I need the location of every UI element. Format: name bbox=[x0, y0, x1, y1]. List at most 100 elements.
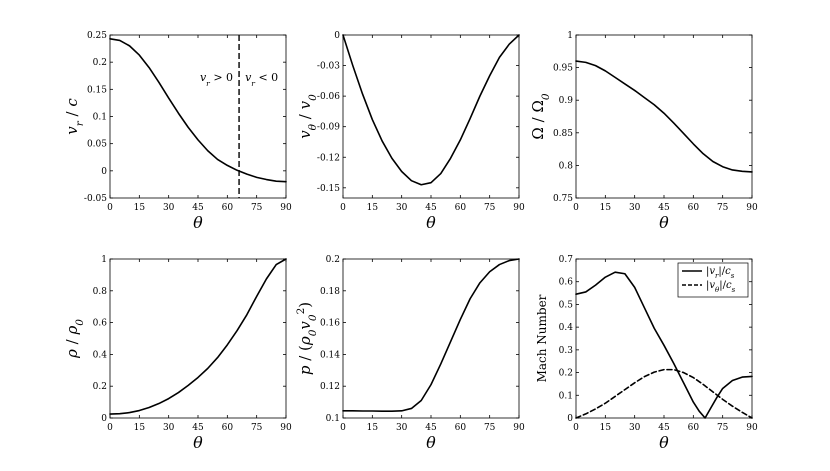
y-tick-label: 0.75 bbox=[553, 194, 573, 204]
axes-frame bbox=[342, 258, 520, 419]
y-tick-label: 0.2 bbox=[93, 382, 107, 392]
y-tick-label: -0.06 bbox=[317, 92, 340, 102]
x-tick-label: 90 bbox=[746, 423, 758, 433]
x-tick-label: 90 bbox=[280, 203, 292, 213]
x-tick-label: 75 bbox=[484, 203, 496, 213]
y-tick-label: 1 bbox=[567, 31, 573, 41]
y-tick-label: -0.15 bbox=[317, 184, 340, 194]
y-tick-label: 0.12 bbox=[320, 382, 340, 392]
chart-panel-2: 0 15 30 45 60 75 90 -0.15 -0.12 -0.09 -0.06 -0.03 0 θ… bbox=[296, 31, 525, 232]
x-tick-label: 45 bbox=[658, 203, 670, 213]
x-tick-label: 0 bbox=[340, 423, 346, 433]
chart-panel-5: 0 15 30 45 60 75 90 0.1 0.12 0.14 0.16 0.18 0.2 θ p / … bbox=[295, 255, 525, 452]
x-tick-label: 60 bbox=[222, 203, 234, 213]
x-tick-label: 90 bbox=[280, 423, 292, 433]
x-tick-label: 0 bbox=[340, 203, 346, 213]
y-tick-label: 0.4 bbox=[559, 323, 574, 333]
y-axis-label: vθ / v0 bbox=[296, 94, 319, 139]
x-axis-label: θ bbox=[659, 433, 669, 452]
x-tick-label: 15 bbox=[600, 203, 612, 213]
legend: |vr|/cs|vθ|/cs bbox=[677, 262, 749, 298]
chart-panel-4: 0 15 30 45 60 75 90 0 0.2 0.4 0.6 0.8 1 θ ρ / ρ0 bbox=[63, 255, 292, 452]
x-axis-label: θ bbox=[659, 213, 669, 232]
x-tick-label: 15 bbox=[367, 203, 379, 213]
chart-panel-6: 0 15 30 45 60 75 90 0 0.1 0.2 0.3 0.4 0.5 0.6 0.7 θ Mach… bbox=[535, 255, 758, 452]
y-axis-label: p / (ρ0v02) bbox=[295, 302, 319, 375]
x-tick-label: 15 bbox=[367, 423, 379, 433]
x-tick-label: 60 bbox=[688, 423, 700, 433]
series-line-2 bbox=[575, 368, 753, 419]
x-tick-label: 15 bbox=[134, 203, 146, 213]
x-tick-label: 45 bbox=[425, 423, 437, 433]
y-tick-label: 0 bbox=[101, 414, 107, 424]
x-tick-label: 45 bbox=[192, 423, 204, 433]
y-tick-label: 0.15 bbox=[87, 85, 107, 95]
y-tick-label: -0.09 bbox=[317, 123, 340, 133]
x-tick-label: 0 bbox=[573, 203, 579, 213]
x-axis-label: θ bbox=[193, 213, 203, 232]
x-tick-label: 45 bbox=[192, 203, 204, 213]
x-tick-label: 60 bbox=[688, 203, 700, 213]
y-tick-label: 0.18 bbox=[320, 287, 340, 297]
x-tick-label: 15 bbox=[600, 423, 612, 433]
series-line-1 bbox=[342, 258, 520, 412]
annotation-positive: vr > 0 bbox=[200, 71, 233, 88]
y-tick-label: 0.9 bbox=[559, 96, 574, 106]
y-axis-label: vr / c bbox=[63, 98, 86, 135]
y-tick-label: 0.2 bbox=[559, 369, 573, 379]
legend-box bbox=[677, 262, 749, 298]
x-tick-label: 75 bbox=[251, 203, 263, 213]
y-tick-label: 0.5 bbox=[559, 300, 574, 310]
x-tick-label: 75 bbox=[717, 203, 729, 213]
chart-panel-1: 0 15 30 45 60 75 90-0.0500.050.10.150.20.25θvr… bbox=[63, 31, 292, 232]
y-tick-label: 0.05 bbox=[87, 140, 107, 150]
y-tick-label: 0.8 bbox=[559, 161, 574, 171]
y-axis-label: Ω / Ω0 bbox=[529, 93, 552, 139]
legend-label-2: |vθ|/cs bbox=[706, 280, 736, 294]
annotation-negative: vr < 0 bbox=[245, 71, 278, 88]
y-tick-label: 0.8 bbox=[93, 287, 108, 297]
y-tick-label: 0.1 bbox=[326, 414, 340, 424]
x-tick-label: 90 bbox=[746, 203, 758, 213]
y-tick-label: 1 bbox=[101, 255, 107, 265]
x-tick-label: 75 bbox=[717, 423, 729, 433]
x-tick-label: 45 bbox=[425, 203, 437, 213]
y-tick-label: 0.2 bbox=[93, 58, 107, 68]
series-line-1 bbox=[109, 258, 287, 415]
y-tick-label: 0.3 bbox=[559, 346, 574, 356]
x-tick-label: 0 bbox=[107, 203, 113, 213]
chart-panel-3: 0 15 30 45 60 75 90 0.75 0.8 0.85 0.9 0.95 1 θ Ω / Ω0 bbox=[529, 31, 758, 232]
axes-frame bbox=[109, 34, 287, 199]
y-tick-label: 0.1 bbox=[93, 113, 107, 123]
series-line-1 bbox=[342, 34, 520, 186]
y-tick-label: 0 bbox=[334, 31, 340, 41]
y-axis-label: Mach Number bbox=[535, 294, 549, 382]
y-tick-label: 0.85 bbox=[553, 129, 573, 139]
y-tick-label: 0 bbox=[567, 414, 573, 424]
x-tick-label: 60 bbox=[455, 203, 467, 213]
series-line-1 bbox=[575, 271, 753, 419]
y-tick-label: -0.03 bbox=[317, 62, 340, 72]
y-tick-label: 0 bbox=[101, 167, 107, 177]
y-tick-label: -0.05 bbox=[84, 194, 107, 204]
x-tick-label: 45 bbox=[658, 423, 670, 433]
x-tick-label: 0 bbox=[107, 423, 113, 433]
x-tick-label: 30 bbox=[396, 423, 408, 433]
x-tick-label: 75 bbox=[484, 423, 496, 433]
y-tick-label: 0.2 bbox=[326, 255, 340, 265]
x-axis-label: θ bbox=[193, 433, 203, 452]
y-tick-label: -0.12 bbox=[317, 153, 340, 163]
x-tick-label: 90 bbox=[513, 203, 525, 213]
x-tick-label: 30 bbox=[629, 423, 641, 433]
x-tick-label: 0 bbox=[573, 423, 579, 433]
x-tick-label: 15 bbox=[134, 423, 146, 433]
x-tick-label: 75 bbox=[251, 423, 263, 433]
y-tick-label: 0.95 bbox=[553, 64, 573, 74]
series-line-1 bbox=[109, 38, 287, 183]
x-tick-label: 60 bbox=[455, 423, 467, 433]
x-tick-label: 30 bbox=[629, 203, 641, 213]
y-axis-label: ρ / ρ0 bbox=[63, 319, 86, 359]
y-tick-label: 0.1 bbox=[559, 391, 573, 401]
x-tick-label: 90 bbox=[513, 423, 525, 433]
